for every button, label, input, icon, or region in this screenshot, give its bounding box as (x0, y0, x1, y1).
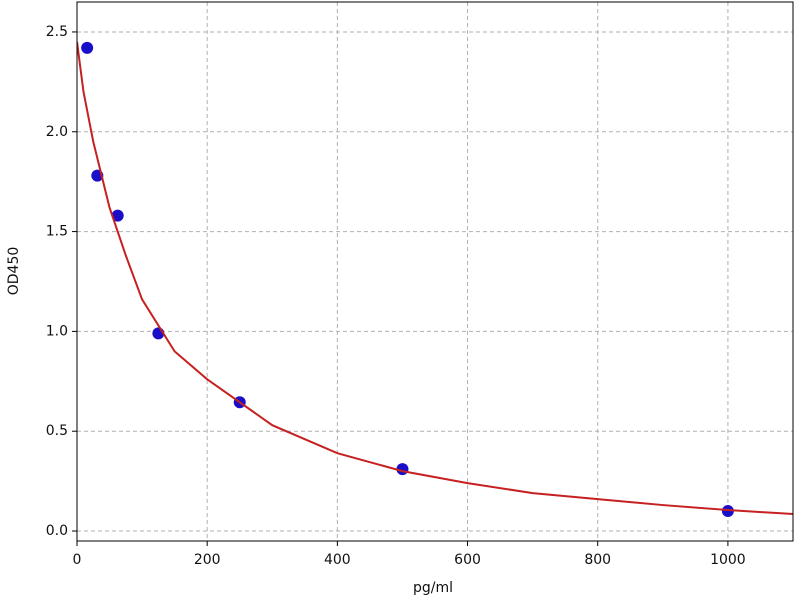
y-tick-label: 0.5 (46, 423, 68, 439)
x-tick-label: 800 (584, 552, 611, 568)
y-tick-label: 1.5 (46, 224, 68, 240)
fit-curve (77, 41, 793, 516)
data-point (111, 209, 124, 222)
y-axis-label: OD450 (6, 247, 22, 296)
y-tick-label: 1.0 (46, 323, 68, 339)
y-tick-label: 2.0 (46, 124, 68, 140)
x-tick-label: 0 (73, 552, 82, 568)
x-tick-label: 200 (194, 552, 221, 568)
x-tick-label: 400 (324, 552, 351, 568)
y-tick-label: 2.5 (46, 24, 68, 40)
x-tick-label: 600 (454, 552, 481, 568)
y-tick-label: 0.0 (46, 523, 68, 539)
x-axis-label: pg/ml (413, 580, 453, 596)
plot-frame (76, 1, 794, 542)
x-tick-label: 1000 (710, 552, 746, 568)
data-point (81, 41, 94, 54)
